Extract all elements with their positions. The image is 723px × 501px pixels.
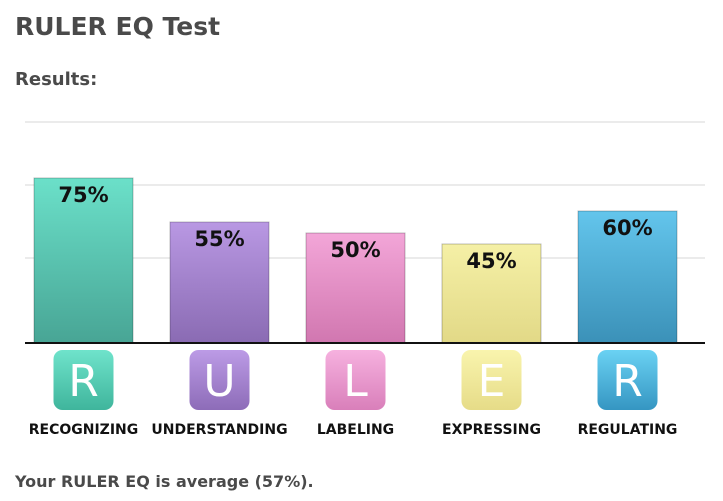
bar-chart: 75% 55% 50% 45% 60% R U L E R RECOGNIZING UNDERST… — [25, 121, 705, 438]
letter-badge-text: R — [68, 356, 99, 407]
page-title: RULER EQ Test — [15, 12, 221, 41]
bar-recognizing — [33, 177, 134, 344]
result-summary: Your RULER EQ is average (57%). — [15, 472, 314, 491]
bar-understanding — [169, 221, 270, 344]
bar-value-label: 55% — [194, 227, 244, 251]
letter-badge-text: R — [612, 356, 643, 407]
category-label: RECOGNIZING — [29, 422, 139, 438]
bars: 75% 55% 50% 45% 60% — [33, 177, 678, 344]
letter-badge-e — [461, 350, 522, 410]
bar-expressing — [441, 243, 542, 344]
category-label: EXPRESSING — [442, 422, 541, 438]
letter-badge-text: E — [478, 356, 506, 407]
bar-labeling — [305, 232, 406, 344]
category-label: REGULATING — [578, 422, 678, 438]
bar-regulating — [577, 210, 678, 344]
letter-badge-text: U — [203, 356, 235, 407]
letter-badge-l — [325, 350, 386, 410]
letter-badge-text: L — [343, 356, 368, 407]
letter-badge-u — [189, 350, 250, 410]
category-label: UNDERSTANDING — [151, 422, 287, 438]
results-label: Results: — [15, 69, 98, 90]
bar-value-label: 50% — [330, 238, 380, 262]
bar-value-label: 75% — [58, 183, 108, 207]
category-labels: RECOGNIZING UNDERSTANDING LABELING EXPRESSI… — [29, 422, 678, 438]
bar-value-label: 45% — [466, 249, 516, 273]
bar-value-label: 60% — [602, 216, 652, 240]
letter-badge-r — [53, 350, 114, 410]
category-label: LABELING — [317, 422, 394, 438]
letter-badge-r — [597, 350, 658, 410]
